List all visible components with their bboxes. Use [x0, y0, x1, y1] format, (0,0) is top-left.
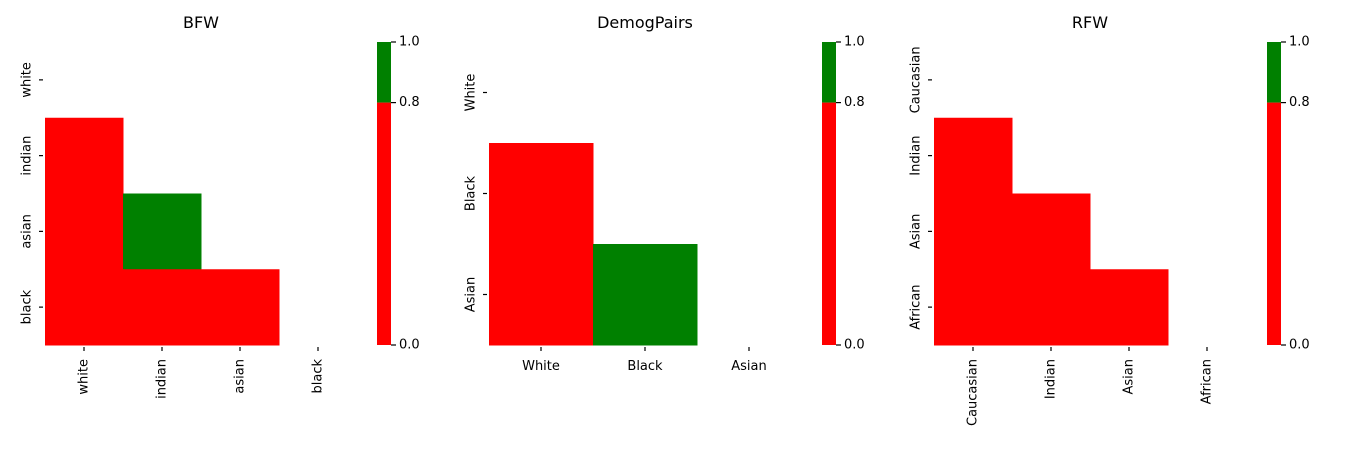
panel-title: DemogPairs [597, 13, 693, 32]
y-tick-label: asian [20, 214, 35, 249]
rfw-panel: RFW Caucasian Indian Asian African Caucasian I… [909, 13, 1310, 426]
y-tick-label: black [20, 289, 35, 324]
x-tick-label: white [77, 359, 92, 395]
heatmap-cell [934, 117, 1013, 194]
heatmap-cell [123, 269, 202, 346]
colorbar-upper-band [1267, 42, 1281, 103]
heatmap-cell [1012, 193, 1091, 270]
colorbar-tick-label: 0.0 [399, 338, 420, 353]
y-tick-label: Indian [909, 136, 924, 176]
heatmap-cell [489, 143, 594, 245]
y-tick-label: White [464, 74, 479, 112]
x-tick-label: black [311, 359, 326, 394]
colorbar-tick-label: 1.0 [399, 35, 420, 50]
colorbar-tick-label: 1.0 [844, 35, 865, 50]
heatmap-cell [123, 193, 202, 270]
x-tick-label: indian [155, 359, 170, 399]
heatmap-cell [45, 117, 124, 194]
colorbar-tick-label: 1.0 [1289, 35, 1310, 50]
y-tick-label: white [20, 62, 35, 98]
heatmap-cell [489, 244, 594, 346]
heatmap-cell [934, 193, 1013, 270]
x-tick-label: Caucasian [966, 359, 981, 426]
colorbar-tick-label: 0.8 [399, 95, 420, 110]
colorbar-tick-label: 0.0 [1289, 338, 1310, 353]
x-tick-label: White [522, 359, 560, 374]
y-tick-label: Caucasian [909, 46, 924, 113]
heatmap-cell [1012, 269, 1091, 346]
x-tick-label: African [1200, 359, 1215, 404]
colorbar-tick-label: 0.8 [844, 95, 865, 110]
colorbar-tick-label: 0.8 [1289, 95, 1310, 110]
y-tick-label: Asian [909, 214, 924, 249]
bfw-panel: BFW white indian asian black white indian asian… [20, 13, 420, 399]
heatmap-cell [45, 193, 124, 270]
colorbar-tick-label: 0.0 [844, 338, 865, 353]
y-tick-label: indian [20, 136, 35, 176]
colorbar-lower-band [1267, 102, 1281, 345]
heatmap-cell [1090, 269, 1169, 346]
colorbar-lower-band [822, 102, 836, 345]
panel-title: RFW [1072, 13, 1108, 32]
y-tick-label: Black [464, 175, 479, 211]
y-tick-label: African [909, 284, 924, 329]
colorbar-lower-band [377, 102, 391, 345]
heatmap-cell [201, 269, 280, 346]
x-tick-label: Asian [1122, 359, 1137, 394]
panel-title: BFW [183, 13, 219, 32]
x-tick-label: asian [233, 359, 248, 394]
x-tick-label: Indian [1044, 359, 1059, 399]
heatmap-cell [45, 269, 124, 346]
demogpairs-panel: DemogPairs White Black Asian White Black Asian… [464, 13, 865, 374]
x-tick-label: Asian [731, 359, 766, 374]
heatmap-cell [934, 269, 1013, 346]
y-tick-label: Asian [464, 277, 479, 312]
heatmap-cell [593, 244, 698, 346]
colorbar-upper-band [822, 42, 836, 103]
x-tick-label: Black [627, 359, 663, 374]
colorbar-upper-band [377, 42, 391, 103]
